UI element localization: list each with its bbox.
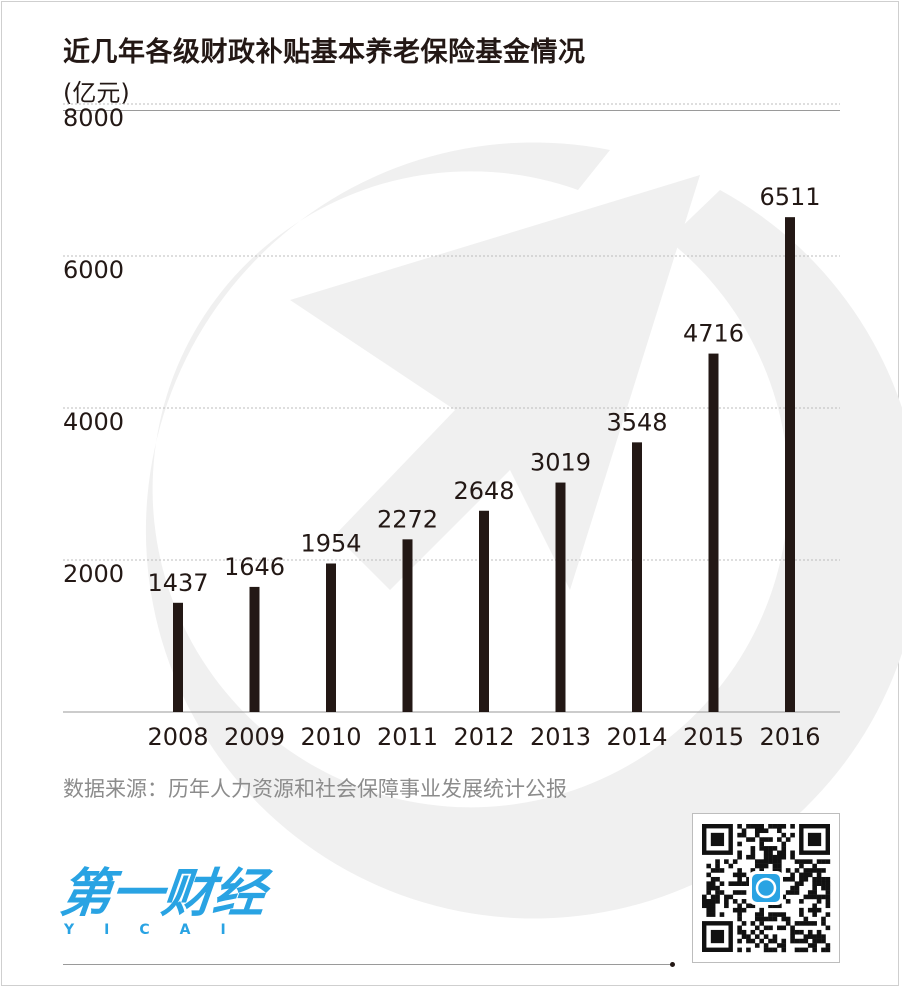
bar <box>173 602 183 712</box>
x-tick-label: 2011 <box>377 723 438 751</box>
bar <box>326 563 336 712</box>
y-tick-label: 8000 <box>63 104 124 132</box>
data-label: 1954 <box>300 529 361 557</box>
data-labels: 1437 1646 1954 2272 2648 3019 3548 4716 6511 <box>147 183 820 597</box>
bar <box>402 539 413 712</box>
logo-subtext: YICAI <box>64 922 256 938</box>
bar <box>249 586 260 712</box>
bar <box>479 510 489 712</box>
x-tick-label: 2015 <box>683 723 744 751</box>
x-tick-labels: 2008 2009 2010 2011 2012 2013 2014 2015 2016 <box>147 723 820 751</box>
x-tick-label: 2008 <box>147 723 208 751</box>
x-tick-label: 2010 <box>300 723 361 751</box>
data-label: 2272 <box>377 505 438 533</box>
qr-code[interactable] <box>692 813 840 963</box>
qr-code-pattern <box>702 824 831 953</box>
data-label: 4716 <box>683 320 744 348</box>
y-tick-label: 2000 <box>63 560 124 588</box>
y-tick-labels: 2000 4000 6000 8000 <box>63 104 124 588</box>
x-tick-label: 2014 <box>606 723 667 751</box>
data-label: 1437 <box>147 569 208 597</box>
data-label: 3548 <box>606 408 667 436</box>
chart-title: 近几年各级财政补贴基本养老保险基金情况 <box>63 37 586 68</box>
divider-dot <box>670 962 675 967</box>
bar <box>708 353 719 712</box>
data-label: 6511 <box>759 183 820 211</box>
data-label: 2648 <box>453 477 514 505</box>
grid-lines <box>63 103 840 713</box>
bar <box>785 217 795 712</box>
x-tick-label: 2016 <box>759 723 820 751</box>
x-tick-label: 2013 <box>530 723 591 751</box>
y-tick-label: 6000 <box>63 256 124 284</box>
bar <box>555 482 566 712</box>
x-tick-label: 2012 <box>453 723 514 751</box>
x-tick-label: 2009 <box>224 723 285 751</box>
top-divider <box>63 110 840 111</box>
yicai-logo: 第一财经 YICAI <box>56 864 268 938</box>
y-tick-label: 4000 <box>63 408 124 436</box>
data-label: 3019 <box>530 449 591 477</box>
logo-wordmark: 第一财经 <box>56 864 268 924</box>
data-source: 数据来源：历年人力资源和社会保障事业发展统计公报 <box>63 777 567 801</box>
bars <box>173 217 795 712</box>
data-label: 1646 <box>224 553 285 581</box>
bar <box>632 442 642 712</box>
bottom-divider <box>63 964 673 965</box>
y-axis-unit: (亿元) <box>63 79 130 107</box>
